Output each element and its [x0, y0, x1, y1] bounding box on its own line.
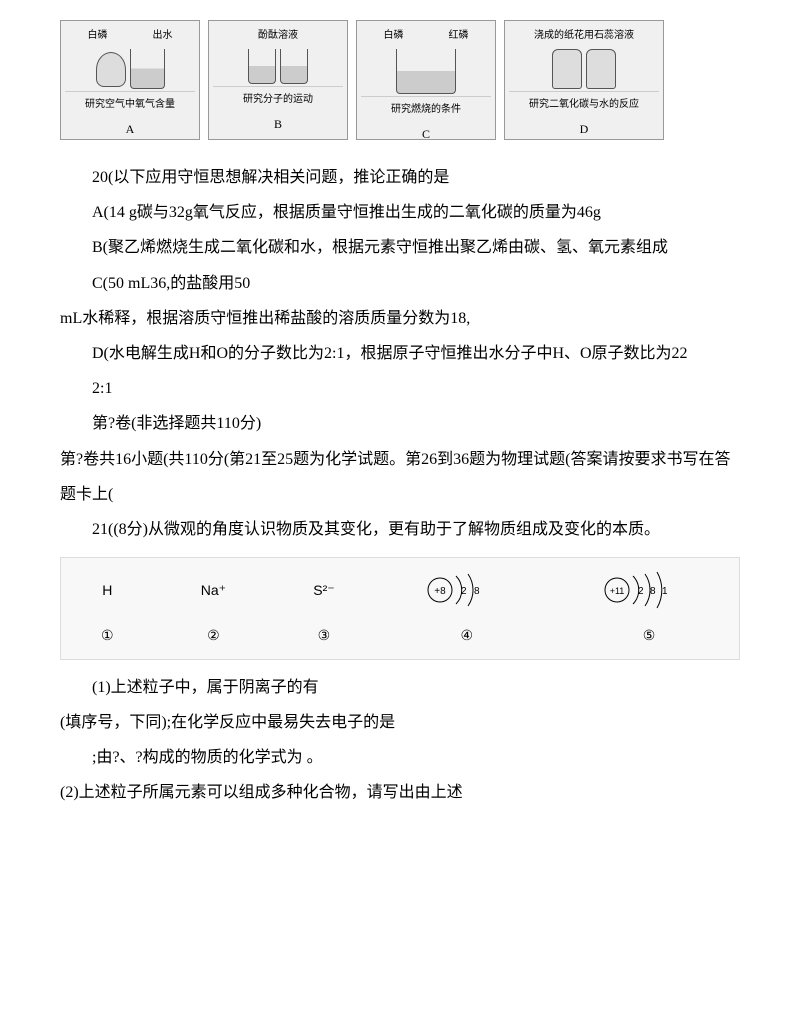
exp-b-label-1: 酚酞溶液 — [258, 25, 298, 47]
beaker-icon — [248, 49, 276, 84]
particle-2-num: ② — [207, 620, 220, 651]
exp-d-visual — [509, 47, 659, 91]
exp-a-labels: 白磷 出水 — [65, 25, 195, 47]
particle-2: Na⁺ ② — [201, 570, 226, 651]
q21-stem: 21((8分)从微观的角度认识物质及其变化，更有助于了解物质组成及变化的本质。 — [60, 512, 740, 547]
exp-a-caption: 研究空气中氧气含量 — [65, 91, 195, 116]
svg-text:2: 2 — [461, 586, 467, 597]
exp-b-caption: 研究分子的运动 — [213, 86, 343, 111]
exp-c-label-1: 白磷 — [384, 25, 404, 47]
particle-4-num: ④ — [461, 620, 474, 651]
exp-d-label-1: 浇成的纸花用石蕊溶液 — [534, 25, 634, 47]
bottle-icon — [586, 49, 616, 89]
section2-desc: 第?卷共16小题(共110分(第21至25题为化学试题。第26到36题为物理试题… — [60, 442, 740, 512]
exp-d-caption: 研究二氧化碳与水的反应 — [509, 91, 659, 116]
q20-option-a: A(14 g碳与32g氧气反应，根据质量守恒推出生成的二氧化碳的质量为46g — [60, 195, 740, 230]
exp-a-visual — [65, 47, 195, 91]
q20-stem: 20(以下应用守恒思想解决相关问题，推论正确的是 — [60, 160, 740, 195]
svg-text:2: 2 — [638, 586, 644, 597]
q21-sub1b: (填序号，下同);在化学反应中最易失去电子的是 — [60, 705, 740, 740]
bottle-icon — [552, 49, 582, 89]
beaker-icon — [280, 49, 308, 84]
flask-icon — [96, 52, 126, 87]
particle-3-num: ③ — [318, 620, 331, 651]
svg-text:8: 8 — [474, 586, 480, 597]
exp-c-caption: 研究燃烧的条件 — [361, 96, 491, 121]
q20-option-c: C(50 mL36,的盐酸用50 — [60, 266, 740, 301]
particle-4-atom: +8 2 8 — [422, 570, 512, 610]
beaker-icon — [130, 49, 165, 89]
nucleus-8: +8 — [434, 586, 446, 597]
particle-4: +8 2 8 ④ — [422, 570, 512, 651]
q21-sub2: (2)上述粒子所属元素可以组成多种化合物，请写出由上述 — [60, 775, 740, 810]
q20-option-d-cont: 2:1 — [60, 371, 740, 406]
q20-option-c-cont: mL水稀释，根据溶质守恒推出稀盐酸的溶质质量分数为18, — [60, 301, 740, 336]
experiment-a: 白磷 出水 研究空气中氧气含量 A — [60, 20, 200, 140]
exp-a-label-2: 出水 — [153, 25, 173, 47]
exp-b-letter: B — [213, 111, 343, 137]
experiment-b: 酚酞溶液 研究分子的运动 B — [208, 20, 348, 140]
particle-1-symbol: H — [102, 570, 112, 610]
svg-text:8: 8 — [650, 586, 656, 597]
particle-diagram: H ① Na⁺ ② S²⁻ ③ +8 2 8 ④ +11 — [60, 557, 740, 660]
particle-5: +11 2 8 1 ⑤ — [599, 570, 699, 651]
q20-option-b: B(聚乙烯燃烧生成二氧化碳和水，根据元素守恒推出聚乙烯由碳、氢、氧元素组成 — [60, 230, 740, 265]
particle-5-num: ⑤ — [643, 620, 656, 651]
exp-b-visual — [213, 47, 343, 86]
exp-a-label-1: 白磷 — [88, 25, 108, 47]
exp-c-label-2: 红磷 — [449, 25, 469, 47]
particle-3-symbol: S²⁻ — [313, 570, 334, 610]
q21-sub1: (1)上述粒子中，属于阴离子的有 — [60, 670, 740, 705]
exp-c-labels: 白磷 红磷 — [361, 25, 491, 47]
particle-5-atom: +11 2 8 1 — [599, 570, 699, 610]
svg-text:1: 1 — [662, 586, 668, 597]
particle-2-symbol: Na⁺ — [201, 570, 226, 610]
q20-option-d: D(水电解生成H和O的分子数比为2:1，根据原子守恒推出水分子中H、O原子数比为… — [60, 336, 740, 371]
exp-d-labels: 浇成的纸花用石蕊溶液 — [509, 25, 659, 47]
particle-3: S²⁻ ③ — [313, 570, 334, 651]
beaker-icon — [396, 49, 456, 94]
experiment-d: 浇成的纸花用石蕊溶液 研究二氧化碳与水的反应 D — [504, 20, 664, 140]
particle-1: H ① — [101, 570, 114, 651]
exp-b-labels: 酚酞溶液 — [213, 25, 343, 47]
q21-sub1c: ;由?、?构成的物质的化学式为 。 — [60, 740, 740, 775]
section2-title: 第?卷(非选择题共110分) — [60, 406, 740, 441]
particle-1-num: ① — [101, 620, 114, 651]
nucleus-11: +11 — [610, 586, 625, 596]
exp-d-letter: D — [509, 116, 659, 142]
experiment-c: 白磷 红磷 研究燃烧的条件 C — [356, 20, 496, 140]
exp-c-visual — [361, 47, 491, 96]
exp-c-letter: C — [361, 121, 491, 147]
experiment-diagram-row: 白磷 出水 研究空气中氧气含量 A 酚酞溶液 研究分子的运动 B 白磷 红磷 研… — [60, 20, 740, 140]
exp-a-letter: A — [65, 116, 195, 142]
